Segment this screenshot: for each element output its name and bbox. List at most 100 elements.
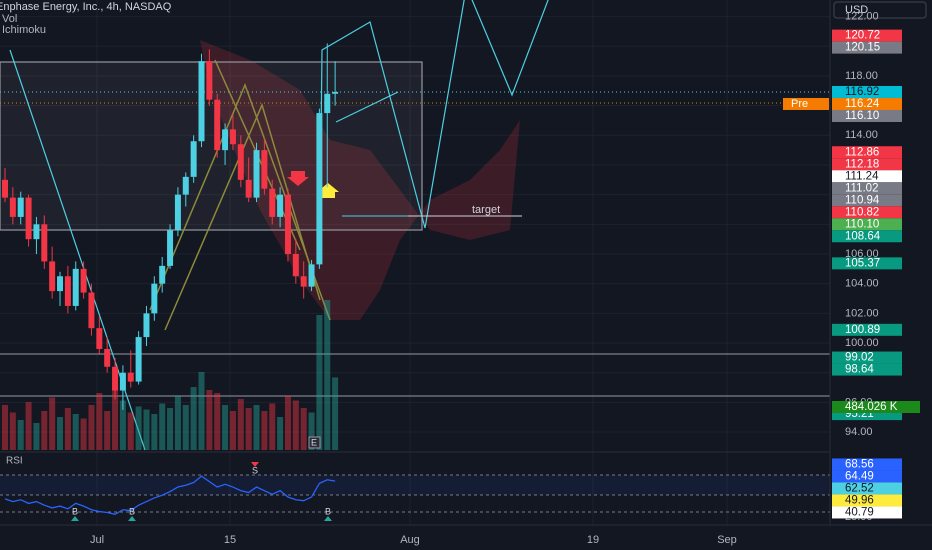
marker-label: B	[325, 506, 331, 516]
volume-bar	[119, 400, 126, 450]
volume-bar	[96, 393, 103, 450]
currency[interactable]: USD	[845, 4, 868, 16]
marker-label: B	[129, 506, 135, 516]
projection-line	[471, 0, 549, 97]
volume-bar	[17, 420, 24, 450]
candle-body	[80, 268, 87, 293]
price-label: 105.37	[845, 257, 880, 269]
candle-body	[72, 268, 79, 306]
price-label-box	[832, 85, 902, 98]
candle-body	[332, 91, 339, 94]
price-label: 111.24	[845, 170, 879, 182]
price-label-box	[832, 351, 902, 364]
price-label-box	[832, 182, 902, 195]
price-label-box	[832, 29, 902, 42]
candle-body	[88, 292, 95, 329]
y-tick-label: 118.00	[845, 70, 878, 82]
price-label-box	[832, 230, 902, 243]
candle-body	[237, 144, 244, 180]
volume-bar	[182, 405, 189, 450]
rsi-pane: B B B S	[4, 462, 336, 521]
price-label: 120.15	[845, 42, 880, 54]
volume-bar	[292, 400, 299, 450]
y-tick-label: 94.00	[845, 426, 873, 438]
marker-label: E	[311, 437, 317, 447]
candle-body	[253, 150, 260, 198]
volume-bar	[229, 411, 236, 450]
candle-body	[292, 254, 299, 277]
candle-body	[17, 197, 24, 217]
candle-body	[324, 93, 331, 114]
marker-label: S	[252, 465, 258, 475]
volume-bar	[261, 411, 268, 450]
volume-bar	[80, 418, 87, 450]
candle-body	[2, 179, 8, 198]
rsi-label: 62.52	[845, 482, 874, 494]
volume-bar	[2, 405, 8, 450]
price-label: 110.10	[845, 218, 879, 230]
candle-body	[127, 372, 134, 382]
indicator-label: Ichimoku	[2, 24, 46, 36]
candle-body	[229, 129, 236, 145]
rsi-label-box	[832, 470, 902, 483]
x-tick-label: 15	[224, 534, 236, 546]
projection-line	[319, 0, 465, 231]
candle-body	[245, 179, 252, 198]
y-tick-label: 106.00	[845, 248, 879, 260]
candle-body	[135, 337, 142, 382]
candle-body	[182, 176, 189, 195]
channel-line	[149, 82, 331, 321]
candles	[2, 43, 339, 410]
price-label-box	[832, 363, 902, 376]
candle-body	[143, 313, 150, 338]
pre-tag-box	[783, 97, 829, 110]
y-tick-label: 102.00	[845, 307, 879, 319]
candle-body	[308, 264, 315, 287]
candle-body	[198, 61, 205, 142]
candle-body	[49, 261, 56, 292]
candle-body	[96, 328, 103, 349]
channel-line	[164, 102, 321, 331]
candle-body	[64, 276, 71, 306]
y-tick-label: 100.00	[845, 337, 879, 349]
candle-body	[269, 188, 276, 217]
pre-tag: Pre	[791, 98, 808, 110]
x-tick-label: Jul	[90, 534, 104, 546]
rsi-label: 64.49	[845, 470, 874, 482]
volume-bar	[190, 387, 197, 450]
candle-body	[222, 129, 229, 151]
volume-bar	[214, 393, 221, 450]
candle-body	[112, 366, 119, 391]
candle-body	[57, 276, 64, 292]
volume-bar	[174, 396, 181, 450]
currency-box[interactable]	[833, 1, 927, 19]
target-label: target	[472, 204, 500, 216]
volume-bar	[277, 417, 284, 450]
price-label: 116.24	[845, 98, 880, 110]
price-label: 116.10	[845, 110, 879, 122]
candle-body	[9, 197, 16, 217]
candle-body	[300, 276, 307, 287]
volume-bar	[332, 377, 339, 450]
y-tick-label: 104.00	[845, 278, 879, 290]
volume-bar	[253, 405, 260, 450]
marker-icon	[251, 462, 259, 467]
x-tick-label: Sep	[717, 534, 737, 546]
rsi-band	[0, 475, 830, 495]
rsi-label: 40.79	[845, 506, 874, 518]
volume: E	[2, 300, 339, 450]
candle-body	[25, 197, 32, 240]
candle-body	[190, 141, 197, 177]
rsi-label-box	[832, 458, 902, 471]
volume-bar	[112, 387, 119, 450]
price-label: 120.72	[845, 30, 880, 42]
price-label-box	[832, 97, 902, 110]
volume-bar	[300, 408, 307, 450]
volume-bar	[127, 412, 134, 450]
rsi-label: 49.96	[845, 494, 874, 506]
volume-bar	[308, 412, 315, 450]
volume-bar	[222, 405, 229, 450]
price-label: 99.02	[845, 352, 874, 364]
volume-bar	[25, 402, 32, 450]
volume-bar	[135, 406, 142, 450]
